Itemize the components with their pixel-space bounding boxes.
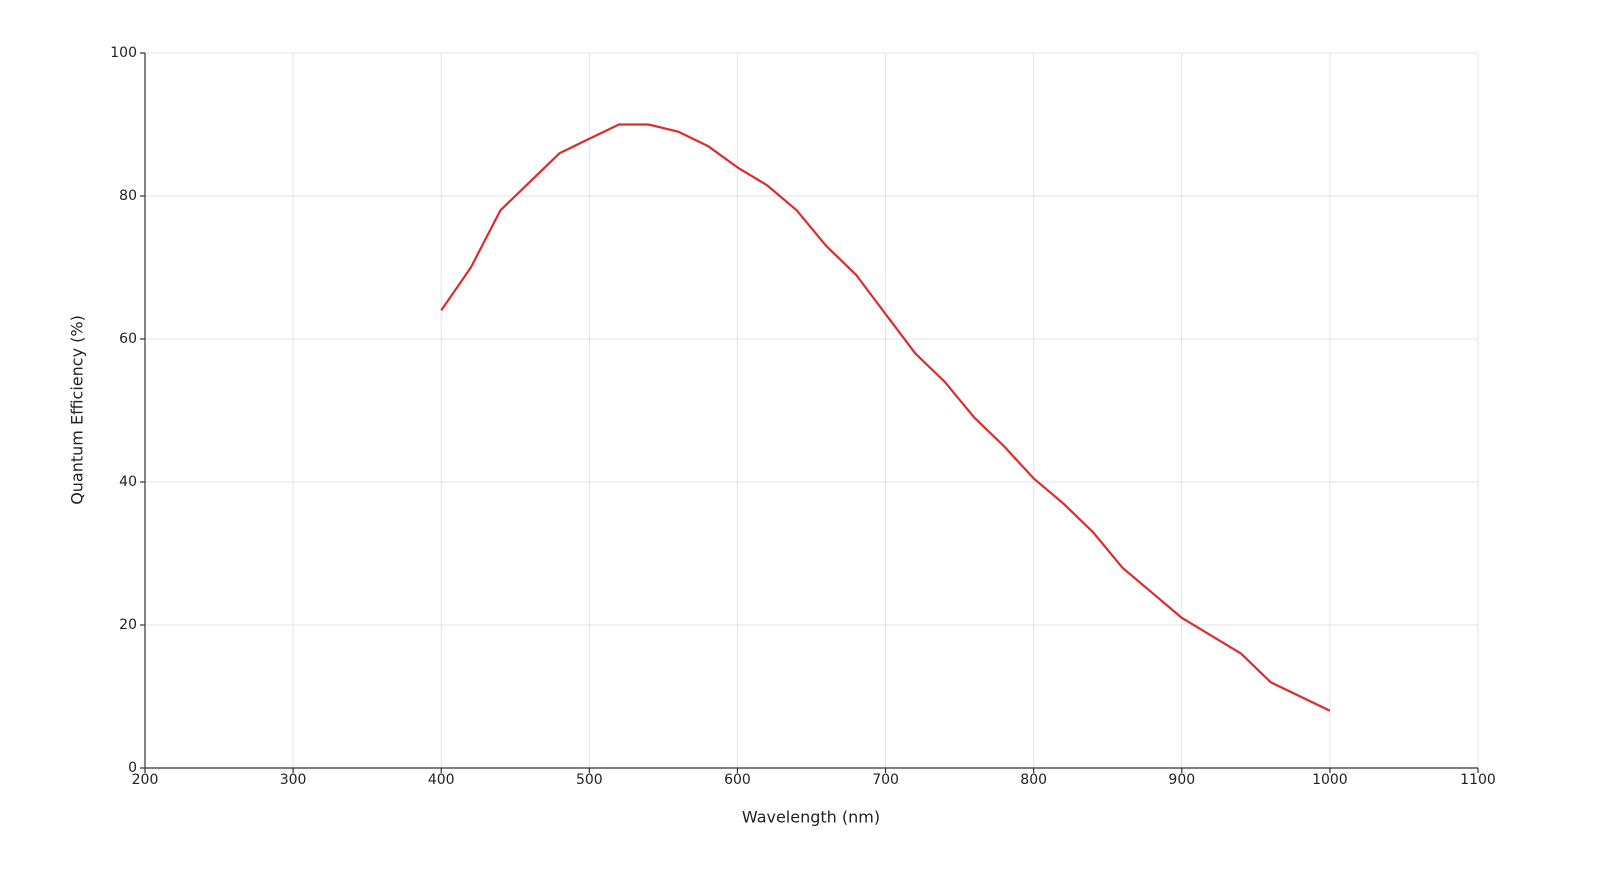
- x-tick-label: 500: [576, 772, 603, 788]
- y-tick-label: 100: [110, 45, 137, 61]
- x-tick-label: 1000: [1312, 772, 1348, 788]
- x-tick-label: 300: [280, 772, 307, 788]
- x-tick-label: 200: [132, 772, 159, 788]
- data-line: [440, 123, 1331, 712]
- y-tick-label: 0: [128, 760, 137, 776]
- x-tick-label: 400: [428, 772, 455, 788]
- y-tick-label: 80: [119, 188, 137, 204]
- y-tick-label: 40: [119, 474, 137, 490]
- x-tick-label: 800: [1020, 772, 1047, 788]
- y-tick-label: 20: [119, 617, 137, 633]
- y-axis-label: Quantum Efficiency (%): [68, 315, 87, 505]
- x-tick-label: 700: [872, 772, 899, 788]
- x-tick-label: 600: [724, 772, 751, 788]
- x-tick-label: 1100: [1460, 772, 1496, 788]
- y-tick-label: 60: [119, 331, 137, 347]
- x-axis-label: Wavelength (nm): [742, 808, 880, 827]
- x-tick-label: 900: [1168, 772, 1195, 788]
